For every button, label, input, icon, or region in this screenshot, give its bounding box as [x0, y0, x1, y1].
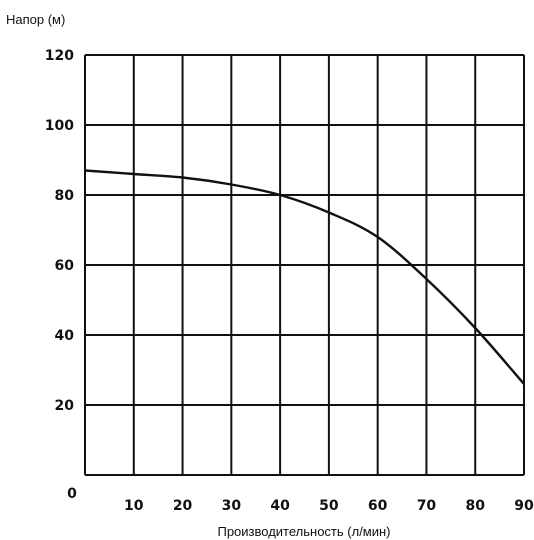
y-tick-label: 120 [45, 48, 74, 64]
y-tick-label: 80 [55, 188, 75, 204]
performance-curve [84, 169, 525, 385]
x-tick-label: 10 [124, 498, 144, 514]
y-tick-label: 40 [55, 328, 75, 344]
x-axis-label: Производительность (л/мин) [217, 524, 390, 539]
x-tick-label: 40 [270, 498, 290, 514]
chart-grid [84, 54, 525, 476]
x-tick-label: 70 [417, 498, 437, 514]
x-tick-label: 90 [514, 498, 534, 514]
y-tick-label: 100 [45, 118, 74, 134]
y-axis-label: Напор (м) [6, 12, 65, 27]
tick-labels: 10 20 30 40 50 60 70 80 90 20 40 60 80 100 120 0 [45, 48, 534, 514]
y-tick-label: 20 [55, 398, 75, 414]
y-tick-label: 60 [55, 258, 75, 274]
x-tick-label: 80 [465, 498, 485, 514]
x-tick-label: 60 [368, 498, 388, 514]
x-tick-label: 20 [173, 498, 193, 514]
x-tick-label: 50 [319, 498, 339, 514]
x-tick-label: 30 [222, 498, 242, 514]
origin-label: 0 [67, 486, 77, 502]
